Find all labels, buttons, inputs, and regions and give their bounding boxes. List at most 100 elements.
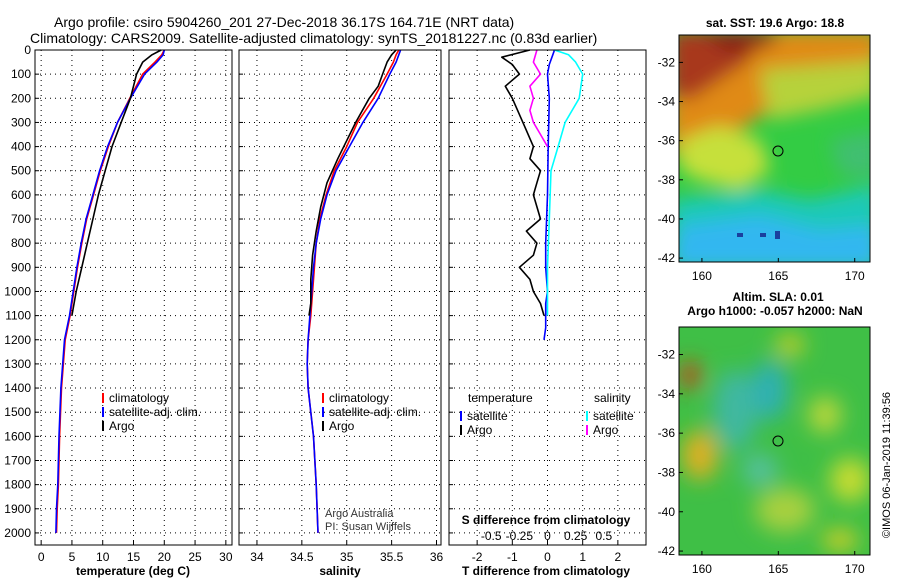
map-ytick-label: -42 [658, 544, 676, 558]
xtick-label: 35.5 [380, 550, 404, 564]
xtick-label: 5 [69, 550, 76, 564]
ytick-label: 300 [11, 115, 31, 129]
sst-float-marker [772, 145, 784, 157]
sst-map-frame [678, 34, 871, 263]
ytick-label: 0 [24, 43, 31, 57]
difference-xlabel: T difference from climatology [462, 564, 630, 578]
sla-field [679, 327, 870, 555]
legend-label: Argo [109, 419, 135, 433]
legend-label: Argo [467, 423, 493, 437]
temperature-xlabel: temperature (deg C) [76, 564, 190, 578]
map-ytick-label: -34 [658, 95, 676, 109]
ytick-label: 1100 [5, 309, 31, 323]
legend-header: salinity [594, 391, 631, 405]
sst-map-panel: sat. SST: 19.6 Argo: 18.8 160 165 170 -32 -3… [658, 16, 871, 283]
ytick-label: 100 [11, 67, 31, 81]
map-ytick-label: -36 [658, 426, 676, 440]
sla-map-frame [678, 326, 871, 556]
series-line-temperature-argo [500, 49, 545, 316]
sst-map-ticks: 160 165 170 -32 -34 -36 -38 -40 -42 [658, 55, 865, 283]
xtick-label: 20 [158, 550, 172, 564]
ytick-label: 700 [11, 212, 31, 226]
difference-legend: temperature salinitysatelliteArgosatellit… [460, 391, 634, 437]
sla-map-title: Altim. SLA: 0.01 [732, 290, 824, 304]
map-xtick-label: 165 [768, 562, 788, 576]
xtick-label: 1 [579, 550, 586, 564]
title-line-1: Argo profile: csiro 5904260_201 27-Dec-2… [54, 14, 515, 30]
ytick-label: 800 [11, 236, 31, 250]
temperature-series [55, 49, 166, 533]
salinity-grid [239, 49, 441, 545]
ytick-label: 1700 [4, 453, 31, 467]
map-ytick-label: -32 [658, 348, 676, 362]
ytick-label: 200 [11, 91, 31, 105]
xtick-label: -2 [472, 550, 483, 564]
ytick-label: 500 [11, 164, 31, 178]
map-ytick-label: -32 [658, 55, 676, 69]
ytick-label: 1000 [4, 284, 31, 298]
legend-label: satellite-adj. clim. [329, 405, 421, 419]
series-line-climatology [306, 49, 400, 533]
ytick-label: 1900 [4, 502, 31, 516]
difference-secondary-xlabel: S difference from climatology [462, 513, 631, 527]
ytick-label: 2000 [4, 526, 31, 540]
legend-label: satellite-adj. clim. [109, 405, 201, 419]
difference-panel: -2 -1 0 1 2 -0.5 -0.25 0 0.25 0.5 T difference fr… [448, 49, 647, 578]
map-xtick-label: 165 [768, 269, 788, 283]
xtick-label: 10 [96, 550, 110, 564]
series-line-salinity-satellite [546, 49, 584, 316]
map-ytick-label: -38 [658, 173, 676, 187]
ytick-label: 600 [11, 188, 31, 202]
xtick-label: 30 [219, 550, 233, 564]
map-xtick-label: 170 [845, 269, 865, 283]
map-ytick-label: -42 [658, 251, 676, 265]
series-line-satellite-adj-clim- [55, 49, 166, 533]
salinity-ticks: 34 34.5 35 35.5 36 [239, 49, 444, 564]
xtick-label: -1 [507, 550, 518, 564]
secondary-xtick-label: 0.5 [595, 529, 612, 543]
title-line-2: Climatology: CARS2009. Satellite-adjuste… [30, 30, 598, 46]
series-line-salinity-argo [529, 49, 549, 148]
legend-label: Argo [329, 419, 355, 433]
xtick-label: 34 [250, 550, 264, 564]
difference-series [500, 49, 584, 340]
salinity-frame [238, 49, 442, 546]
salinity-panel: 34 34.5 35 35.5 36 salinity climatologysatel… [238, 49, 444, 578]
ytick-label: 1200 [4, 333, 31, 347]
secondary-xtick-label: 0 [544, 529, 551, 543]
secondary-xtick-label: -0.25 [506, 529, 534, 543]
ytick-label: 1400 [4, 381, 31, 395]
series-line-satellite-adj-clim- [306, 49, 402, 533]
sst-map-title: sat. SST: 19.6 Argo: 18.8 [706, 16, 845, 30]
map-ytick-label: -40 [658, 212, 676, 226]
salinity-xlabel: salinity [319, 564, 361, 578]
temperature-ticks: 0100200300400500600700800900100011001200… [4, 43, 233, 564]
sla-map-panel: Altim. SLA: 0.01 Argo h1000: -0.057 h200… [658, 290, 871, 576]
xtick-label: 15 [127, 550, 141, 564]
map-ytick-label: -34 [658, 387, 676, 401]
legend-label: satellite [593, 409, 634, 423]
series-line-argo [308, 49, 397, 316]
sst-field [679, 35, 870, 262]
xtick-label: 0 [38, 550, 45, 564]
sla-map-subtitle: Argo h1000: -0.057 h2000: NaN [687, 304, 862, 318]
xtick-label: 2 [615, 550, 622, 564]
secondary-xtick-label: -0.5 [481, 529, 502, 543]
temperature-panel: 0100200300400500600700800900100011001200… [4, 43, 233, 578]
ytick-label: 400 [11, 140, 31, 154]
series-line-argo [71, 49, 162, 316]
legend-header: temperature [468, 391, 533, 405]
ytick-label: 1600 [4, 429, 31, 443]
argo-australia-credit: Argo Australia [325, 508, 394, 520]
map-xtick-label: 160 [692, 269, 712, 283]
map-ytick-label: -38 [658, 465, 676, 479]
pi-credit: PI: Susan Wijffels [325, 521, 411, 533]
map-xtick-label: 170 [845, 562, 865, 576]
xtick-label: 35 [340, 550, 354, 564]
difference-ticks: -2 -1 0 1 2 -0.5 -0.25 0 0.25 0.5 [449, 49, 622, 564]
legend-label: climatology [109, 391, 169, 405]
sla-float-marker [772, 435, 784, 447]
ytick-label: 1800 [4, 478, 31, 492]
